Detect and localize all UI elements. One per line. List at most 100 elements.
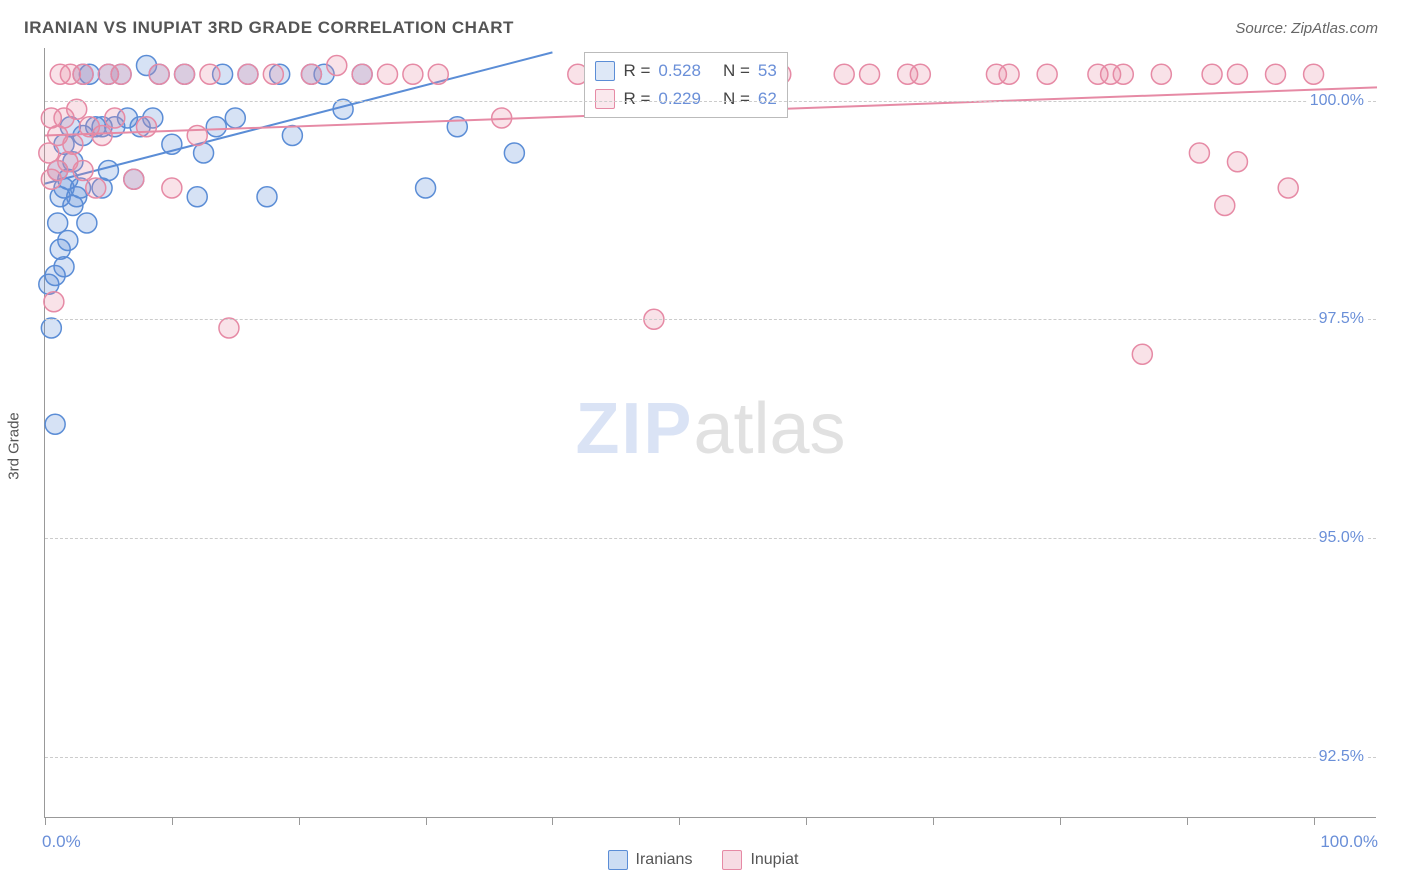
- x-tick: [679, 817, 680, 825]
- data-point: [1227, 64, 1247, 84]
- data-point: [352, 64, 372, 84]
- x-tick: [45, 817, 46, 825]
- gridline: [45, 538, 1376, 539]
- data-point: [834, 64, 854, 84]
- data-point: [1304, 64, 1324, 84]
- x-axis-max-label: 100.0%: [1320, 832, 1378, 852]
- x-tick: [1314, 817, 1315, 825]
- chart-svg: [45, 48, 1376, 817]
- data-point: [92, 126, 112, 146]
- data-point: [999, 64, 1019, 84]
- data-point: [333, 99, 353, 119]
- y-tick-label: 92.5%: [1317, 748, 1366, 766]
- plot-area: ZIPatlas R =0.528N =53R =0.229N =62 100.…: [44, 48, 1376, 818]
- data-point: [44, 292, 64, 312]
- legend: Iranians Inupiat: [0, 850, 1406, 870]
- data-point: [1132, 344, 1152, 364]
- data-point: [1227, 152, 1247, 172]
- x-tick: [299, 817, 300, 825]
- data-point: [206, 117, 226, 137]
- x-tick: [172, 817, 173, 825]
- data-point: [175, 64, 195, 84]
- x-tick: [426, 817, 427, 825]
- data-point: [98, 161, 118, 181]
- source-label: Source:: [1235, 20, 1291, 37]
- data-point: [48, 213, 68, 233]
- data-point: [1037, 64, 1057, 84]
- data-point: [1151, 64, 1171, 84]
- data-point: [200, 64, 220, 84]
- data-point: [238, 64, 258, 84]
- data-point: [162, 178, 182, 198]
- data-point: [136, 117, 156, 137]
- data-point: [105, 108, 125, 128]
- data-point: [54, 257, 74, 277]
- gridline: [45, 319, 1376, 320]
- chart-container: IRANIAN VS INUPIAT 3RD GRADE CORRELATION…: [0, 0, 1406, 892]
- legend-label-iranians: Iranians: [636, 851, 693, 869]
- stats-R-label: R =: [623, 85, 650, 113]
- data-point: [67, 99, 87, 119]
- data-point: [124, 169, 144, 189]
- data-point: [187, 126, 207, 146]
- data-point: [327, 56, 347, 76]
- data-point: [219, 318, 239, 338]
- data-point: [1278, 178, 1298, 198]
- x-tick: [1060, 817, 1061, 825]
- data-point: [58, 231, 78, 251]
- stats-R-value: 0.528: [658, 57, 701, 85]
- data-point: [225, 108, 245, 128]
- stats-row: R = 0.229 N = 62: [595, 85, 776, 113]
- data-point: [492, 108, 512, 128]
- data-point: [187, 187, 207, 207]
- x-tick: [1187, 817, 1188, 825]
- legend-label-inupiat: Inupiat: [750, 851, 798, 869]
- stats-box: R = 0.528 N = 53 R = 0.229 N = 62: [584, 52, 787, 118]
- y-tick-label: 97.5%: [1317, 310, 1366, 328]
- data-point: [162, 134, 182, 154]
- stats-swatch: [595, 61, 615, 81]
- source-value: ZipAtlas.com: [1291, 20, 1378, 37]
- gridline: [45, 101, 1376, 102]
- data-point: [910, 64, 930, 84]
- y-tick-label: 95.0%: [1317, 529, 1366, 547]
- stats-R-value: 0.229: [658, 85, 701, 113]
- data-point: [282, 126, 302, 146]
- stats-swatch: [595, 89, 615, 109]
- gridline: [45, 757, 1376, 758]
- data-point: [73, 64, 93, 84]
- stats-N-label: N =: [723, 57, 750, 85]
- data-point: [1215, 196, 1235, 216]
- data-point: [860, 64, 880, 84]
- data-point: [111, 64, 131, 84]
- stats-row: R = 0.528 N = 53: [595, 57, 776, 85]
- data-point: [504, 143, 524, 163]
- x-tick: [806, 817, 807, 825]
- data-point: [1189, 143, 1209, 163]
- data-point: [257, 187, 277, 207]
- chart-title: IRANIAN VS INUPIAT 3RD GRADE CORRELATION…: [24, 18, 514, 38]
- y-tick-label: 100.0%: [1308, 92, 1366, 110]
- data-point: [428, 64, 448, 84]
- stats-N-value: 53: [758, 57, 777, 85]
- stats-N-label: N =: [723, 85, 750, 113]
- y-axis-label: 3rd Grade: [6, 412, 23, 480]
- data-point: [63, 134, 83, 154]
- stats-R-label: R =: [623, 57, 650, 85]
- x-axis-min-label: 0.0%: [42, 832, 81, 852]
- data-point: [86, 178, 106, 198]
- data-point: [45, 414, 65, 434]
- data-point: [1113, 64, 1133, 84]
- legend-item-iranians: Iranians: [608, 850, 693, 870]
- data-point: [77, 213, 97, 233]
- data-point: [416, 178, 436, 198]
- data-point: [149, 64, 169, 84]
- legend-item-inupiat: Inupiat: [722, 850, 798, 870]
- data-point: [378, 64, 398, 84]
- legend-swatch-iranians: [608, 850, 628, 870]
- data-point: [263, 64, 283, 84]
- stats-N-value: 62: [758, 85, 777, 113]
- data-point: [1202, 64, 1222, 84]
- data-point: [301, 64, 321, 84]
- legend-swatch-inupiat: [722, 850, 742, 870]
